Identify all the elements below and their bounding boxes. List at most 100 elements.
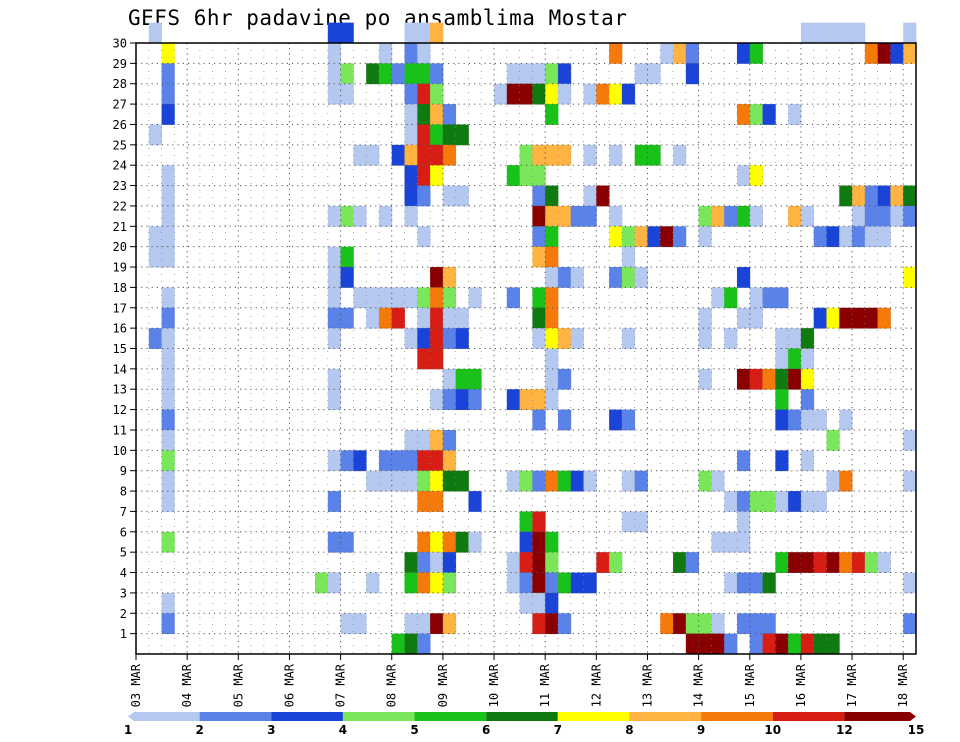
heatmap-cell (442, 307, 457, 329)
heatmap-cell (647, 63, 661, 85)
heatmap-cell (609, 267, 623, 288)
heatmap-cell (903, 470, 917, 492)
heatmap-cell (673, 226, 687, 248)
colorbar-swatch (557, 712, 630, 721)
heatmap-cell (800, 205, 815, 227)
heatmap-cell (404, 22, 418, 44)
heatmap-cell (698, 226, 712, 248)
heatmap-cell (596, 552, 610, 573)
heatmap-cell (736, 531, 751, 553)
heatmap-cell (864, 226, 879, 248)
heatmap-cell (660, 43, 674, 64)
y-tick-label: 3 (120, 586, 127, 600)
heatmap-cell (877, 43, 891, 64)
heatmap-cell (736, 165, 751, 186)
heatmap-cell (532, 389, 546, 410)
heatmap-cell (148, 246, 162, 268)
heatmap-cell (430, 144, 444, 166)
heatmap-cell (775, 409, 789, 431)
heatmap-cell (327, 63, 341, 85)
heatmap-cell (340, 531, 354, 553)
heatmap-cell (545, 552, 559, 573)
heatmap-cell (161, 246, 175, 268)
heatmap-cell (839, 409, 853, 431)
heatmap-cell (442, 124, 457, 146)
heatmap-cell (736, 491, 751, 512)
heatmap-cell (404, 450, 418, 472)
heatmap-cell (442, 185, 457, 207)
heatmap-cell (327, 450, 341, 472)
colorbar-swatch (486, 712, 558, 721)
heatmap-cell (442, 429, 457, 451)
heatmap-cell (442, 328, 457, 349)
heatmap-cell (570, 267, 584, 288)
heatmap-cell (404, 185, 418, 207)
colorbar-swatch (844, 712, 916, 721)
y-tick-label: 10 (113, 444, 127, 458)
heatmap-cell (545, 592, 559, 614)
heatmap-cell (903, 572, 917, 594)
heatmap-cell (570, 470, 584, 492)
heatmap-cell (327, 287, 341, 309)
heatmap-cell (545, 613, 559, 635)
heatmap-cell (826, 22, 840, 44)
heatmap-cell (736, 307, 751, 329)
heatmap-cell (596, 83, 610, 105)
x-tick-label: 04 MAR (180, 663, 194, 707)
heatmap-cell (340, 246, 354, 268)
heatmap-cell (417, 450, 431, 472)
heatmap-cell (545, 144, 559, 166)
heatmap-cell (340, 83, 354, 105)
x-tick-label: 12 MAR (589, 663, 603, 707)
x-tick-label: 08 MAR (385, 663, 399, 707)
heatmap-cell (430, 429, 444, 451)
heatmap-cell (583, 83, 597, 105)
heatmap-cell (634, 226, 648, 248)
heatmap-cell (545, 470, 559, 492)
heatmap-cell (532, 287, 546, 309)
heatmap-cell (609, 205, 623, 227)
heatmap-cell (621, 226, 636, 248)
heatmap-cell (532, 205, 546, 227)
heatmap-cell (378, 43, 393, 64)
y-tick-label: 16 (113, 322, 127, 336)
heatmap-cell (839, 22, 853, 44)
heatmap-cell (736, 205, 751, 227)
heatmap-cell (442, 389, 457, 410)
y-tick-label: 13 (113, 383, 127, 397)
heatmap-cell (148, 226, 162, 248)
heatmap-cell (468, 389, 482, 410)
heatmap-cell (545, 185, 559, 207)
heatmap-cell (315, 572, 329, 594)
y-tick-label: 29 (113, 57, 127, 71)
heatmap-cell (327, 328, 341, 349)
heatmap-cell (800, 389, 815, 410)
heatmap-cell (583, 470, 597, 492)
x-tick-label: 14 MAR (692, 663, 706, 707)
heatmap-cell (762, 572, 776, 594)
heatmap-cell (417, 226, 431, 248)
heatmap-cell (417, 307, 431, 329)
heatmap-cell (148, 22, 162, 44)
heatmap-cell (557, 63, 572, 85)
heatmap-cell (532, 470, 546, 492)
heatmap-cell (532, 185, 546, 207)
colorbar-label: 9 (697, 723, 705, 737)
heatmap-cell (161, 43, 175, 64)
heatmap-cell (557, 83, 572, 105)
y-tick-label: 22 (113, 199, 127, 213)
heatmap-cell (430, 572, 444, 594)
heatmap-cell (161, 226, 175, 248)
heatmap-cell (366, 470, 380, 492)
heatmap-cell (698, 307, 712, 329)
heatmap-cell (417, 124, 431, 146)
heatmap-cell (161, 165, 175, 186)
heatmap-cell (877, 205, 891, 227)
heatmap-cell (430, 22, 444, 44)
heatmap-cell (366, 287, 380, 309)
heatmap-cell (519, 144, 533, 166)
y-tick-label: 19 (113, 261, 127, 275)
heatmap-cell (800, 328, 815, 349)
heatmap-cell (826, 429, 840, 451)
heatmap-cell (404, 63, 418, 85)
